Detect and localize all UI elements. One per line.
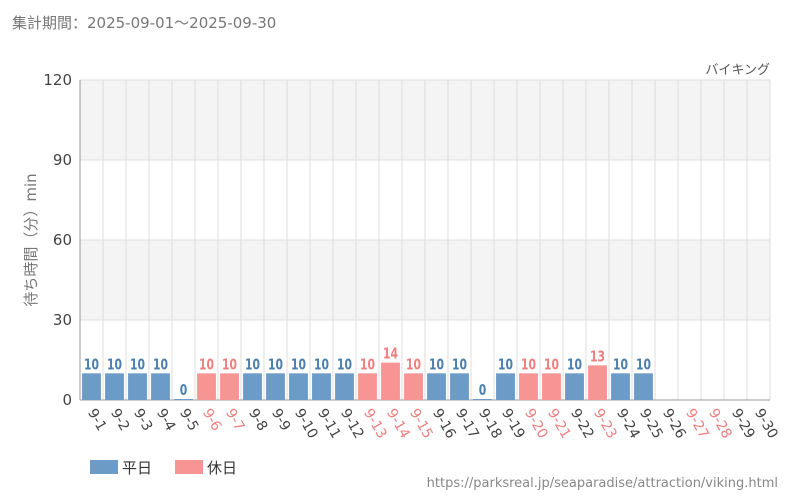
bar-9-14 [381,362,400,400]
x-tick-label-9-26: 9-26 [659,406,689,442]
bar-9-6 [197,373,216,400]
data-label-9-8: 10 [245,357,260,374]
data-label-9-5: 0 [180,382,188,399]
x-tick-label-9-20: 9-20 [521,406,551,442]
legend: 平日 休日 [90,459,237,477]
x-tick-label-9-10: 9-10 [291,406,321,442]
x-tick-label-9-14: 9-14 [383,406,413,442]
x-tick-label-9-4: 9-4 [153,406,178,434]
bar-9-12 [335,373,354,400]
bar-9-2 [105,373,124,400]
y-tick-label: 0 [62,391,72,409]
x-tick-label-9-25: 9-25 [636,406,666,442]
data-label-9-7: 10 [222,357,237,374]
bar-9-1 [82,373,101,400]
data-label-9-18: 0 [479,382,487,399]
x-tick-label-9-18: 9-18 [475,406,505,442]
legend-label-weekday: 平日 [122,459,152,477]
bar-9-22 [565,373,584,400]
x-tick-label-9-1: 9-1 [84,406,109,434]
bar-9-8 [243,373,262,400]
bar-9-21 [542,373,561,400]
bar-9-24 [611,373,630,400]
y-tick-label: 60 [53,231,72,249]
x-tick-label-9-21: 9-21 [544,406,574,442]
bar-9-13 [358,373,377,400]
x-tick-label-9-19: 9-19 [498,406,528,442]
data-label-9-13: 10 [360,357,375,374]
x-tick-label-9-11: 9-11 [314,406,344,442]
x-tick-label-9-7: 9-7 [222,406,247,434]
x-tick-label-9-8: 9-8 [245,406,270,434]
data-label-9-17: 10 [452,357,467,374]
bar-9-7 [220,373,239,400]
bar-9-23 [588,365,607,400]
legend-label-holiday: 休日 [207,459,237,477]
x-tick-label-9-15: 9-15 [406,406,436,442]
data-label-9-3: 10 [130,357,145,374]
data-label-9-15: 10 [406,357,421,374]
bar-9-10 [289,373,308,400]
data-label-9-19: 10 [498,357,513,374]
x-tick-label-9-16: 9-16 [429,406,459,442]
data-label-9-10: 10 [291,357,306,374]
x-tick-label-9-27: 9-27 [682,406,712,442]
period-label: 集計期間：2025-09-01～2025-09-30 [12,14,276,32]
x-tick-label-9-29: 9-29 [728,406,758,442]
attraction-name: バイキング [705,63,770,78]
data-label-9-11: 10 [314,357,329,374]
bar-9-4 [151,373,170,400]
y-axis-label: 待ち時間（分）min [22,173,40,306]
data-label-9-14: 14 [383,346,398,363]
bar-9-19 [496,373,515,400]
data-label-9-16: 10 [429,357,444,374]
x-tick-label-9-23: 9-23 [590,406,620,442]
data-label-9-25: 10 [636,357,651,374]
x-tick-label-9-13: 9-13 [360,406,390,442]
data-label-9-20: 10 [521,357,536,374]
data-label-9-23: 13 [590,349,605,366]
y-tick-label: 90 [53,151,72,169]
x-tick-label-9-22: 9-22 [567,406,597,442]
x-tick-label-9-30: 9-30 [751,406,781,442]
bar-9-11 [312,373,331,400]
x-tick-label-9-9: 9-9 [268,406,293,434]
x-tick-label-9-6: 9-6 [199,406,224,434]
data-label-9-1: 10 [84,357,99,374]
bar-9-15 [404,373,423,400]
data-label-9-9: 10 [268,357,283,374]
bar-9-20 [519,373,538,400]
bar-9-5 [174,399,193,400]
legend-swatch-holiday [175,460,203,474]
y-tick-label: 120 [43,71,72,89]
data-label-9-6: 10 [199,357,214,374]
bar-9-16 [427,373,446,400]
y-tick-label: 30 [53,311,72,329]
x-tick-label-9-12: 9-12 [337,406,367,442]
x-tick-label-9-2: 9-2 [107,406,132,434]
bar-9-3 [128,373,147,400]
data-label-9-22: 10 [567,357,582,374]
data-label-9-24: 10 [613,357,628,374]
legend-swatch-weekday [90,460,118,474]
x-tick-label-9-3: 9-3 [130,406,155,434]
source-url: https://parksreal.jp/seaparadise/attract… [427,476,778,491]
plot-area: 0306090120109-1109-2109-3109-409-5109-61… [43,71,780,442]
data-label-9-2: 10 [107,357,122,374]
x-tick-label-9-28: 9-28 [705,406,735,442]
data-label-9-12: 10 [337,357,352,374]
bar-9-25 [634,373,653,400]
data-label-9-21: 10 [544,357,559,374]
x-tick-label-9-17: 9-17 [452,406,482,442]
bar-9-17 [450,373,469,400]
data-label-9-4: 10 [153,357,168,374]
x-tick-label-9-5: 9-5 [176,406,201,434]
bar-9-9 [266,373,285,400]
bar-9-18 [473,399,492,400]
x-tick-label-9-24: 9-24 [613,406,643,442]
